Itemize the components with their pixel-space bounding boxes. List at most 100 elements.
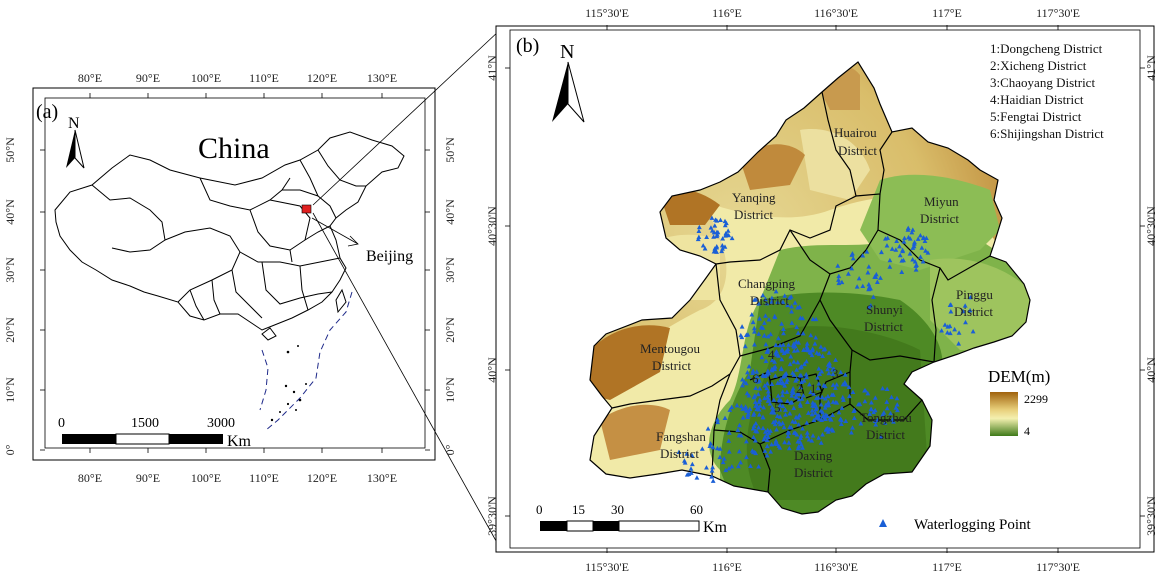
dem-legend-low: 4	[1024, 424, 1030, 438]
waterlogging-point	[866, 264, 872, 269]
waterlogging-point	[752, 399, 758, 404]
waterlogging-point	[783, 412, 788, 417]
waterlogging-point	[776, 353, 781, 358]
waterlogging-point	[756, 464, 762, 469]
panel-a-frame	[32, 87, 436, 461]
waterlogging-point	[744, 390, 750, 396]
waterlogging-point	[676, 449, 682, 455]
waterlogging-point	[798, 315, 803, 320]
waterlogging-point	[846, 393, 852, 399]
waterlogging-point	[777, 402, 783, 408]
aLonBot-label-3: 110°E	[249, 471, 279, 485]
waterlogging-point	[889, 246, 895, 251]
waterlogging-point	[768, 449, 774, 454]
bLonTop-label-1: 116°E	[712, 6, 742, 20]
waterlogging-point	[868, 302, 874, 308]
waterlogging-point	[768, 331, 774, 337]
waterlogging-point	[746, 393, 752, 398]
waterlogging-point	[773, 438, 779, 443]
waterlogging-point	[712, 248, 718, 253]
waterlogging-point	[874, 279, 880, 284]
waterlogging-point	[752, 438, 758, 443]
waterlogging-point	[686, 471, 692, 477]
waterlogging-point	[894, 238, 900, 243]
waterlogging-point	[817, 371, 823, 376]
waterlogging-point	[792, 300, 798, 305]
waterlogging-point	[726, 438, 732, 443]
waterlogging-point	[912, 239, 917, 245]
waterlogging-point	[791, 405, 797, 410]
waterlogging-point	[942, 322, 948, 327]
waterlogging-point	[754, 369, 760, 374]
waterlogging-point	[918, 254, 923, 259]
waterlogging-point	[948, 309, 954, 314]
waterlogging-point	[860, 283, 866, 289]
waterlogging-point	[696, 224, 702, 230]
waterlogging-point	[830, 412, 836, 418]
waterlogging-point	[723, 467, 729, 473]
district-label-yanqing-1: Yanqing	[732, 190, 776, 205]
aLonTop-label-0: 80°E	[78, 71, 102, 85]
waterlogging-point	[885, 235, 891, 240]
waterlogging-point	[821, 382, 827, 388]
waterlogging-point	[800, 393, 806, 398]
waterlogging-point	[729, 404, 735, 410]
waterlogging-point	[879, 249, 884, 255]
waterlogging-point	[920, 235, 926, 241]
waterlogging-point	[814, 350, 820, 355]
waterlogging-point	[858, 421, 864, 426]
waterlogging-point	[708, 441, 713, 446]
waterlogging-point	[776, 419, 782, 425]
aLonTop-label-3: 110°E	[249, 71, 279, 85]
panel-a-lon-ticks-bottom: 80°E 90°E 100°E 110°E 120°E 130°E	[78, 448, 397, 485]
waterlogging-point	[776, 335, 781, 341]
waterlogging-point	[894, 402, 900, 407]
aLatR-label-2: 30°N	[443, 257, 457, 283]
waterlogging-point	[799, 379, 805, 385]
waterlogging-point	[709, 468, 715, 473]
waterlogging-point	[752, 342, 757, 347]
waterlogging-point	[717, 454, 723, 460]
waterlogging-point	[794, 324, 800, 330]
waterlogging-point	[775, 393, 781, 398]
waterlogging-point	[804, 344, 810, 349]
waterlogging-point	[763, 341, 769, 347]
waterlogging-point	[818, 440, 824, 445]
waterlogging-point	[804, 430, 810, 435]
waterlogging-point	[834, 382, 840, 387]
waterlogging-point	[856, 275, 862, 281]
waterlogging-point	[770, 419, 776, 425]
waterlogging-point	[790, 342, 796, 348]
waterlogging-points	[676, 215, 976, 483]
waterlogging-point	[894, 395, 900, 401]
north-arrow-a: N	[66, 115, 85, 169]
waterlogging-point	[910, 245, 916, 250]
waterlogging-point	[887, 264, 893, 269]
waterlogging-point	[784, 389, 790, 394]
waterlogging-point	[729, 464, 735, 469]
waterlogging-point	[769, 299, 775, 304]
waterlogging-point	[838, 421, 844, 426]
waterlogging-point	[882, 420, 888, 425]
waterlogging-point	[740, 406, 746, 411]
beijing-callout-label: Beijing	[366, 248, 413, 265]
waterlogging-point	[780, 389, 786, 394]
waterlogging-point	[810, 433, 816, 438]
waterlogging-point	[854, 284, 860, 289]
waterlogging-point	[764, 381, 770, 386]
waterlogging-point	[870, 294, 876, 299]
waterlogging-point	[848, 430, 854, 435]
waterlogging-point	[787, 361, 793, 367]
waterlogging-point	[714, 233, 720, 239]
waterlogging-point	[705, 426, 711, 431]
waterlogging-point	[897, 243, 902, 249]
waterlogging-point	[688, 466, 694, 471]
waterlogging-point	[907, 251, 913, 256]
aLatR-label-1: 40°N	[443, 199, 457, 225]
waterlogging-point	[905, 225, 911, 230]
waterlogging-point	[775, 413, 780, 418]
district-label-pinggu-1: Pinggu	[956, 287, 993, 302]
waterlogging-point	[831, 366, 837, 371]
waterlogging-point	[763, 296, 768, 302]
waterlogging-point	[894, 407, 900, 413]
